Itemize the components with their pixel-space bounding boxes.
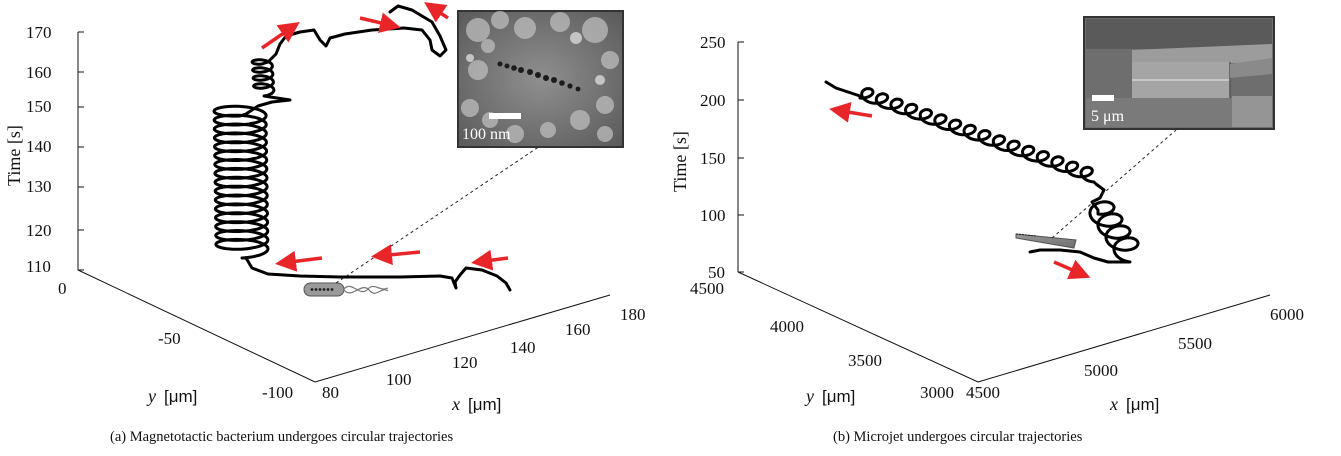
direction-arrow — [424, 2, 449, 23]
panel-a-inset-scale-label: 100 nm — [462, 126, 511, 143]
panel-a-x-axis-var: x — [451, 394, 460, 414]
panel-b-z-tick-label: 150 — [700, 149, 726, 168]
panel-a-x-axis-label: x [μm] — [451, 394, 501, 414]
panel-a-z-axis-label: Time [s] — [4, 125, 24, 186]
panel-b-x-axis-label: x [μm] — [1109, 394, 1159, 414]
panel-a-y-tick-label: 0 — [58, 279, 67, 298]
direction-arrow — [1053, 259, 1091, 280]
panel-b-x-tick-label: 6000 — [1270, 305, 1304, 324]
panel-b-z-tick-labels: 250 200 150 100 50 — [700, 33, 726, 282]
panel-b-inset-image: 5 μm — [1083, 16, 1275, 130]
panel-b-x-tick-label: 4500 — [966, 383, 1000, 402]
direction-arrow — [471, 249, 509, 271]
panel-a-y-tick-labels: 0 -50 -100 — [58, 279, 293, 402]
panel-a-z-tick-label: 160 — [26, 63, 52, 82]
panel-b-y-tick-labels: 4500 4000 3500 3000 — [690, 279, 954, 402]
panel-b-x-tick-labels: 4500 5000 5500 6000 — [966, 305, 1304, 402]
panel-b-z-tick-marks — [738, 41, 744, 273]
direction-arrow — [275, 250, 323, 272]
panel-a-y-tick-label: -100 — [262, 383, 293, 402]
microjet-icon — [1015, 233, 1077, 249]
panel-a-z-tick-marks — [78, 31, 84, 271]
panel-a-x-axis-unit: [μm] — [468, 395, 501, 414]
panel-a-y-axis — [77, 269, 316, 383]
panel-b-z-tick-label: 50 — [708, 263, 725, 282]
panel-a-x-tick-labels: 80 100 120 140 160 180 — [322, 305, 646, 402]
panel-a-y-axis-unit: [μm] — [164, 387, 197, 406]
panel-b-y-axis — [737, 271, 979, 383]
panel-b-inset-leader — [1051, 129, 1177, 239]
panel-a-inset-image: 100 nm — [457, 10, 624, 148]
panel-a-caption: (a) Magnetotactic bacterium undergoes ci… — [110, 429, 453, 445]
panel-a-z-tick-label: 130 — [26, 177, 52, 196]
panel-a-x-axis — [314, 294, 611, 383]
panel-a-z-tick-label: 150 — [26, 97, 52, 116]
panel-b-trajectory — [824, 80, 1140, 264]
panel-a-x-tick-label: 80 — [322, 383, 339, 402]
panel-b-y-axis-var: y — [804, 386, 814, 406]
panel-b-z-tick-label: 100 — [700, 206, 726, 225]
panel-a-x-tick-label: 100 — [386, 370, 412, 389]
panel-b-direction-arrows — [829, 101, 1091, 280]
panel-b-y-tick-label: 3500 — [848, 351, 882, 370]
panel-b-caption: (b) Microjet undergoes circular trajecto… — [833, 429, 1083, 445]
panel-b-x-axis-unit: [μm] — [1126, 395, 1159, 414]
panel-a-y-axis-var: y — [146, 386, 156, 406]
panel-a-z-tick-labels: 170 160 150 140 130 120 110 — [26, 23, 52, 276]
direction-arrow — [371, 244, 421, 266]
panel-a-direction-arrows — [261, 2, 509, 272]
panel-a-x-tick-label: 160 — [565, 320, 591, 339]
panel-a-z-tick-label: 120 — [26, 221, 52, 240]
panel-b-y-tick-label: 4500 — [690, 279, 724, 298]
panel-a: 170 160 150 140 130 120 110 0 -50 -100 8… — [4, 2, 646, 445]
panel-b-z-axis-label: Time [s] — [670, 131, 690, 192]
panel-b-y-tick-label: 3000 — [920, 383, 954, 402]
panel-a-y-axis-label: y [μm] — [146, 386, 197, 406]
panel-b-y-axis-unit: [μm] — [822, 387, 855, 406]
direction-arrow — [359, 12, 401, 34]
panel-b-x-tick-label: 5000 — [1084, 361, 1118, 380]
panel-a-z-tick-label: 140 — [26, 137, 52, 156]
panel-b-y-axis-label: y [μm] — [804, 386, 855, 406]
panel-a-x-tick-label: 140 — [510, 338, 536, 357]
panel-b-axes — [737, 42, 1271, 383]
panel-b-y-tick-label: 4000 — [770, 317, 804, 336]
panel-a-x-tick-label: 180 — [620, 305, 646, 324]
panel-a-trajectory — [212, 4, 512, 292]
panel-b-x-tick-label: 5500 — [1178, 334, 1212, 353]
direction-arrow — [829, 101, 873, 123]
panel-b: 250 200 150 100 50 4500 4000 3500 3000 4… — [670, 16, 1304, 445]
panel-a-inset-leader — [335, 145, 541, 284]
panel-b-z-tick-label: 250 — [700, 33, 726, 52]
panel-a-y-tick-label: -50 — [158, 329, 181, 348]
panel-b-x-axis — [977, 294, 1271, 383]
bacterium-icon — [303, 282, 389, 297]
panel-b-x-axis-var: x — [1109, 394, 1118, 414]
panel-a-x-tick-label: 120 — [452, 353, 478, 372]
panel-b-inset-scale-label: 5 μm — [1091, 108, 1125, 125]
panel-b-z-tick-label: 200 — [700, 91, 726, 110]
panel-a-z-tick-label: 170 — [26, 23, 52, 42]
direction-arrow — [261, 22, 300, 50]
panel-a-z-tick-label: 110 — [26, 257, 51, 276]
